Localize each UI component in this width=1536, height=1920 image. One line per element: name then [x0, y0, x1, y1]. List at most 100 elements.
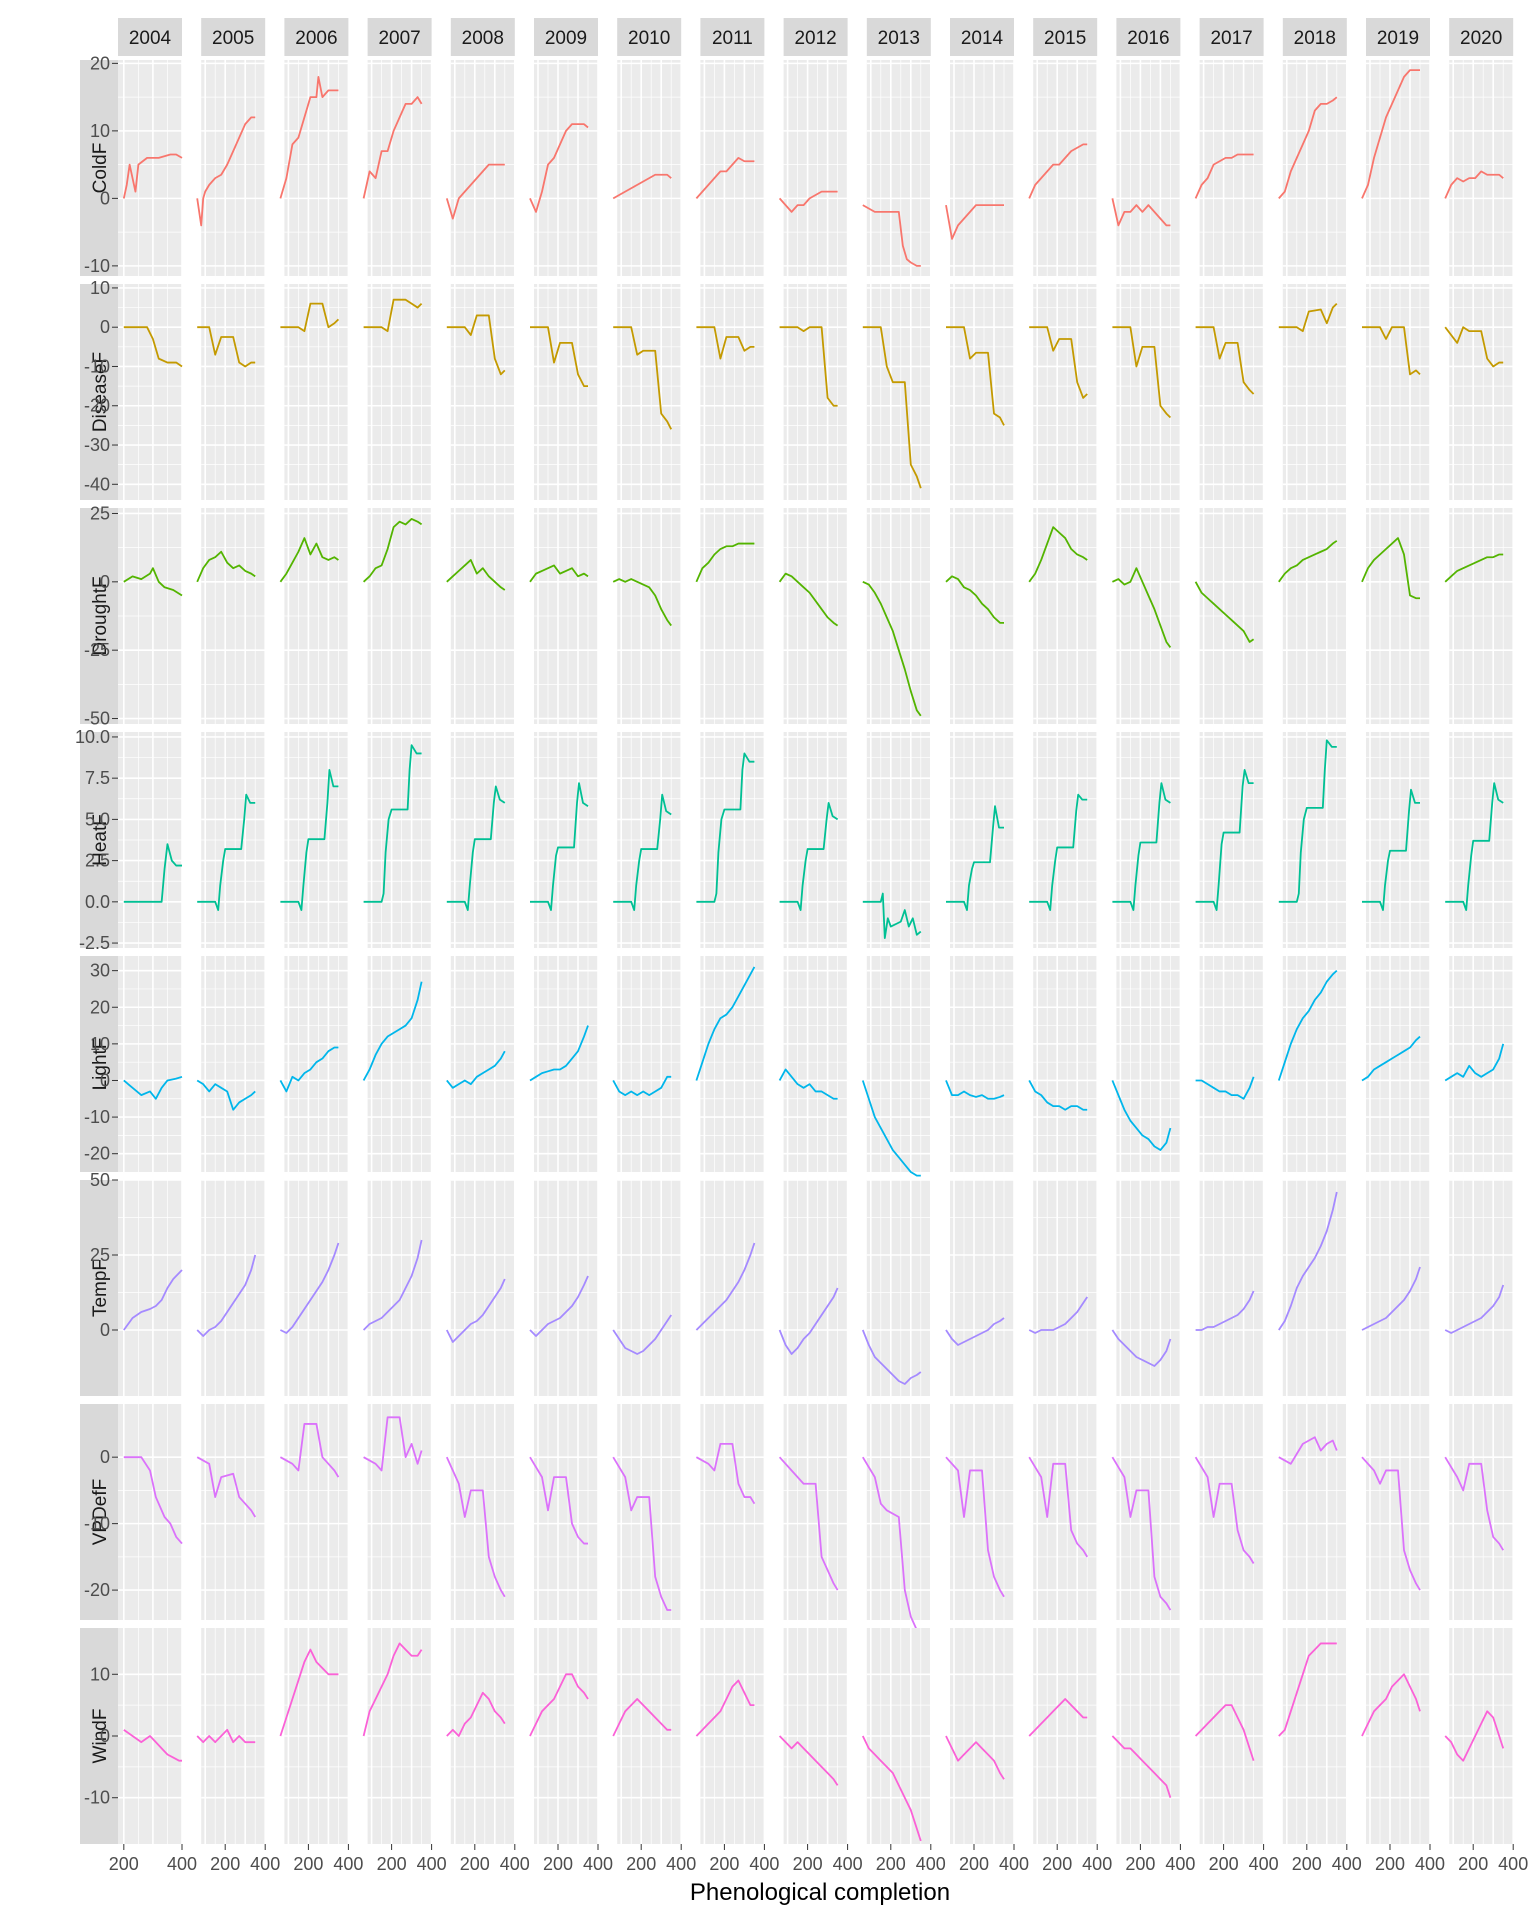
panel-bg: [534, 956, 598, 1172]
panel-bg: [783, 60, 848, 276]
panel-LightF-2007: [362, 956, 433, 1172]
panel-bg: [118, 1404, 182, 1620]
series-line-TempF-2019: [1361, 1266, 1421, 1331]
panel-LightF-2016: [1111, 956, 1182, 1172]
x-tick-label: 200: [109, 1854, 139, 1874]
panel-bg: [1033, 60, 1098, 276]
panel-bg: [783, 1180, 848, 1396]
series-line-HeatF-2005: [197, 793, 256, 911]
panel-ColdF-2009: [529, 60, 599, 276]
series-line-VPDefF-2015: [1028, 1456, 1088, 1558]
y-tick-label-HeatF: 7.5: [85, 768, 110, 788]
panel-DiseaseF-2014: [946, 284, 1015, 500]
panel-HeatF-2017: [1195, 732, 1265, 948]
y-tick-label-TempF: 50: [90, 1170, 110, 1190]
panel-DiseaseF-2016: [1112, 284, 1182, 500]
panel-LightF-2005: [196, 956, 267, 1172]
series-line-HeatF-2012: [779, 802, 839, 911]
panel-VPDefF-2017: [1194, 1404, 1265, 1620]
panel-DroughtF-2011: [695, 508, 766, 724]
panel-bg: [534, 284, 598, 500]
y-tick-label-LightF: 30: [90, 961, 110, 981]
series-line-DroughtF-2016: [1112, 567, 1172, 648]
series-line-WindF-2012: [778, 1735, 839, 1786]
strip-label-DiseaseF: DiseaseF: [90, 352, 111, 432]
panel-WindF-2007: [362, 1628, 433, 1844]
panel-HeatF-2009: [530, 732, 599, 948]
panel-LightF-2012: [778, 956, 849, 1172]
panel-DroughtF-2013: [862, 508, 932, 724]
panel-bg: [950, 60, 1014, 276]
y-tick-label-VPDefF: -10: [84, 1514, 110, 1534]
series-line-HeatF-2007: [363, 744, 422, 903]
series-line-LightF-2018: [1277, 969, 1338, 1081]
series-line-HeatF-2019: [1362, 788, 1420, 911]
panel-TempF-2012: [778, 1179, 849, 1396]
panel-LightF-2006: [279, 956, 350, 1172]
panel-DiseaseF-2007: [363, 284, 433, 500]
series-line-ColdF-2010: [612, 173, 672, 200]
panel-ColdF-2008: [445, 60, 516, 276]
panel-bg: [1449, 1404, 1514, 1620]
panel-DiseaseF-2011: [696, 284, 766, 500]
panel-bg: [1282, 1180, 1347, 1396]
series-line-VPDefF-2013: [862, 1456, 922, 1638]
panel-HeatF-2018: [1278, 732, 1348, 948]
series-line-ColdF-2018: [1278, 96, 1338, 199]
series-line-VPDefF-2004: [123, 1456, 183, 1545]
panel-bg: [201, 1404, 266, 1620]
series-line-DroughtF-2019: [1361, 537, 1420, 600]
panel-bg: [284, 1404, 349, 1620]
panel-bg: [950, 284, 1014, 500]
strip-col-2013: [866, 18, 931, 56]
panel-DroughtF-2019: [1361, 508, 1431, 724]
panel-bg: [367, 284, 432, 500]
panel-HeatF-2014: [946, 732, 1015, 948]
panel-HeatF-2005: [197, 732, 267, 948]
panel-TempF-2006: [279, 1179, 350, 1396]
panel-bg: [866, 956, 931, 1172]
series-line-WindF-2007: [362, 1642, 423, 1737]
series-line-DiseaseF-2013: [862, 326, 922, 489]
panel-VPDefF-2008: [445, 1404, 516, 1620]
series-line-TempF-2005: [196, 1254, 257, 1337]
panel-HeatF-2006: [280, 732, 350, 948]
panel-ColdF-2007: [362, 60, 433, 276]
panel-bg: [118, 956, 182, 1172]
series-line-VPDefF-2009: [529, 1456, 588, 1545]
panel-VPDefF-2014: [945, 1404, 1015, 1620]
panel-bg: [1033, 956, 1098, 1172]
series-line-DiseaseF-2019: [1362, 326, 1421, 376]
series-line-WindF-2017: [1194, 1704, 1255, 1761]
panel-VPDefF-2015: [1028, 1404, 1098, 1620]
column-strips: 2004 2005 2006 2007 2008 2009 2010 2011 2012 2013…: [118, 18, 1514, 56]
panel-bg: [450, 1404, 515, 1620]
x-tick-label: 400: [666, 1854, 696, 1874]
series-line-LightF-2011: [695, 966, 756, 1081]
series-line-VPDefF-2007: [363, 1416, 423, 1472]
panel-LightF-2010: [612, 956, 683, 1172]
panel-bg: [1282, 956, 1347, 1172]
panel-bg: [1282, 60, 1347, 276]
y-tick-label-LightF: 10: [90, 1034, 110, 1054]
panel-ColdF-2006: [279, 60, 350, 276]
panel-HeatF-2012: [779, 732, 849, 948]
panel-TempF-2008: [445, 1179, 516, 1396]
series-line-VPDefF-2018: [1278, 1436, 1338, 1465]
series-line-TempF-2006: [279, 1242, 340, 1334]
panel-WindF-2016: [1111, 1628, 1182, 1844]
series-line-HeatF-2016: [1112, 782, 1171, 911]
series-line-TempF-2008: [445, 1278, 506, 1343]
y-tick-label-DiseaseF: -20: [84, 396, 110, 416]
series-line-DroughtF-2006: [279, 537, 339, 583]
series-line-LightF-2006: [279, 1046, 339, 1093]
x-tick-label: 200: [377, 1854, 407, 1874]
x-tick-label: 400: [999, 1854, 1029, 1874]
x-tick-label: 200: [876, 1854, 906, 1874]
series-line-HeatF-2015: [1029, 793, 1088, 911]
panel-LightF-2011: [695, 956, 766, 1172]
x-tick-label: 400: [1249, 1854, 1279, 1874]
strip-label-2013: 2013: [878, 28, 920, 49]
series-line-VPDefF-2020: [1444, 1456, 1504, 1551]
panel-DroughtF-2020: [1444, 508, 1514, 724]
